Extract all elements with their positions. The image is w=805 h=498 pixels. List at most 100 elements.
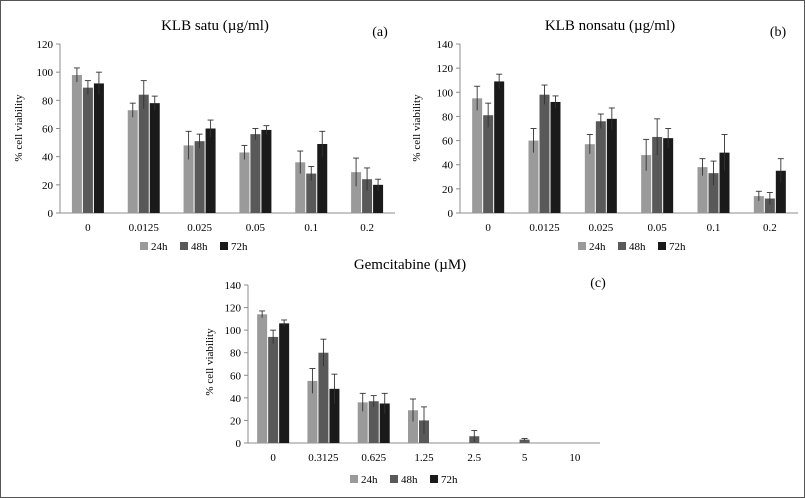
chart-b-y-tick-label: 100	[437, 87, 454, 99]
chart-c-x-tick-label: 0.3125	[308, 452, 339, 464]
chart-c-legend-swatch-24h	[350, 475, 358, 483]
chart-b-legend-swatch-24h	[578, 242, 586, 250]
chart-b-x-tick-label: 0.025	[588, 222, 613, 234]
chart-a-plot: 0 20 40 60 80 100 120 0 0.0125 0.025 0.05 0.1 0.2 24h…	[37, 39, 395, 253]
chart-b-bar-24h	[753, 196, 764, 213]
chart-b-title: KLB nonsatu (µg/ml)	[545, 18, 675, 34]
chart-a-bar-48h	[362, 179, 373, 213]
chart-c-y-tick-label: 20	[230, 415, 242, 427]
chart-a-legend-label-72h: 72h	[231, 241, 248, 253]
chart-a-y-tick-label: 40	[42, 152, 54, 164]
chart-a-bar-48h	[138, 94, 149, 213]
chart-c-plot: 0 20 40 60 80 100 120 140 0 0.3125 0.625 1.25 2.5 5 10…	[225, 280, 600, 486]
chart-b-bar-24h	[641, 155, 652, 213]
chart-a-legend-swatch-48h	[180, 242, 188, 250]
chart-b-bar-24h	[472, 98, 483, 213]
chart-a-x-tick-label: 0.0125	[129, 222, 160, 234]
chart-b-bar-72h	[775, 170, 786, 213]
chart-b: KLB nonsatu (µg/ml) (b) % cell viability…	[411, 18, 798, 253]
chart-c-bar-48h	[519, 439, 530, 443]
chart-b-bar-48h	[652, 136, 663, 213]
chart-b-bar-72h	[663, 138, 674, 213]
chart-b-bar-48h	[764, 198, 775, 213]
chart-a-bar-72h	[373, 184, 384, 213]
chart-b-bar-48h	[483, 115, 494, 213]
chart-b-y-axis-label: % cell viability	[411, 94, 423, 162]
chart-b-legend-label-48h: 48h	[629, 241, 646, 253]
chart-c-legend-swatch-48h	[390, 475, 398, 483]
chart-c: Gemcitabine (µM) (c) % cell viability 0 2…	[204, 257, 606, 486]
chart-b-y-tick-label: 20	[442, 184, 454, 196]
chart-b-x-tick-label: 0.1	[707, 222, 721, 234]
chart-c-bar-24h	[408, 410, 418, 443]
chart-b-bar-72h	[494, 81, 505, 214]
chart-a-y-tick-label: 100	[37, 67, 54, 79]
chart-a: KLB satu (µg/ml) (a) % cell viability 0 2…	[13, 18, 395, 253]
chart-a-x-tick-label: 0.1	[304, 222, 318, 234]
chart-a-y-tick-label: 0	[48, 208, 54, 220]
chart-c-bar-24h	[257, 314, 268, 443]
chart-a-panel-label: (a)	[372, 25, 388, 40]
chart-c-legend-swatch-72h	[430, 475, 438, 483]
chart-b-bar-24h	[584, 144, 595, 213]
chart-c-y-tick-label: 100	[225, 325, 242, 337]
chart-a-y-axis-label: % cell viability	[13, 94, 25, 162]
chart-b-y-tick-label: 40	[442, 160, 454, 172]
chart-b-x-tick-label: 0.05	[648, 222, 668, 234]
chart-b-panel-label: (b)	[770, 25, 787, 40]
chart-c-title: Gemcitabine (µM)	[354, 257, 466, 273]
chart-c-legend-label-72h: 72h	[441, 474, 458, 486]
chart-c-y-axis-label: % cell viability	[204, 328, 216, 396]
chart-c-bar-24h	[307, 380, 318, 443]
chart-c-y-tick-label: 140	[225, 280, 242, 292]
chart-a-bar-48h	[250, 134, 261, 213]
chart-a-bar-24h	[71, 74, 82, 213]
chart-a-bar-72h	[317, 143, 328, 213]
chart-b-y-tick-label: 140	[437, 39, 454, 51]
chart-c-panel-label: (c)	[590, 276, 606, 291]
chart-b-plot: 0 20 40 60 80 100 120 140 0 0.0125 0.025 0.05 0.1 0.2…	[437, 39, 798, 253]
chart-b-bar-72h	[550, 101, 561, 213]
chart-c-bar-48h	[318, 352, 329, 443]
chart-c-legend-label-48h: 48h	[401, 474, 418, 486]
chart-c-x-tick-label: 2.5	[467, 452, 481, 464]
chart-b-y-tick-label: 0	[448, 208, 454, 220]
chart-b-legend-label-24h: 24h	[589, 241, 606, 253]
chart-a-legend-label-24h: 24h	[151, 241, 168, 253]
chart-b-legend-label-72h: 72h	[669, 241, 686, 253]
chart-a-bar-24h	[239, 152, 250, 213]
chart-c-x-tick-label: 5	[522, 452, 528, 464]
chart-a-legend-swatch-24h	[140, 242, 148, 250]
chart-b-bar-48h	[539, 94, 550, 213]
chart-b-y-tick-label: 60	[442, 136, 454, 148]
chart-a-legend-label-48h: 48h	[191, 241, 208, 253]
chart-c-y-tick-label: 0	[236, 438, 242, 450]
chart-a-bar-48h	[306, 173, 317, 213]
chart-a-legend-swatch-72h	[220, 242, 228, 250]
chart-c-x-tick-label: 0.625	[361, 452, 386, 464]
chart-b-x-tick-label: 0	[485, 222, 491, 234]
chart-a-y-tick-label: 20	[42, 180, 54, 192]
chart-c-x-tick-label: 10	[569, 452, 581, 464]
chart-a-bar-24h	[351, 172, 362, 213]
chart-a-bar-48h	[82, 87, 93, 213]
chart-b-legend-swatch-48h	[618, 242, 626, 250]
chart-a-bar-72h	[149, 103, 160, 213]
chart-c-y-tick-label: 40	[230, 393, 242, 405]
chart-c-legend-label-24h: 24h	[361, 474, 378, 486]
chart-a-bar-72h	[205, 128, 216, 213]
chart-a-title: KLB satu (µg/ml)	[161, 18, 269, 34]
chart-a-y-tick-label: 60	[42, 124, 54, 136]
chart-c-y-tick-label: 80	[230, 348, 242, 360]
chart-b-y-tick-label: 80	[442, 111, 454, 123]
chart-c-bar-72h	[279, 323, 290, 443]
chart-b-bar-48h	[595, 121, 606, 213]
chart-a-x-tick-label: 0	[85, 222, 91, 234]
chart-a-y-tick-label: 120	[37, 39, 54, 51]
chart-c-bar-24h	[357, 402, 368, 443]
chart-a-y-tick-label: 80	[42, 95, 54, 107]
chart-b-bar-72h	[606, 118, 617, 213]
chart-c-bar-72h	[329, 388, 340, 443]
chart-b-x-tick-label: 0.2	[763, 222, 777, 234]
chart-c-x-tick-label: 1.25	[414, 452, 434, 464]
